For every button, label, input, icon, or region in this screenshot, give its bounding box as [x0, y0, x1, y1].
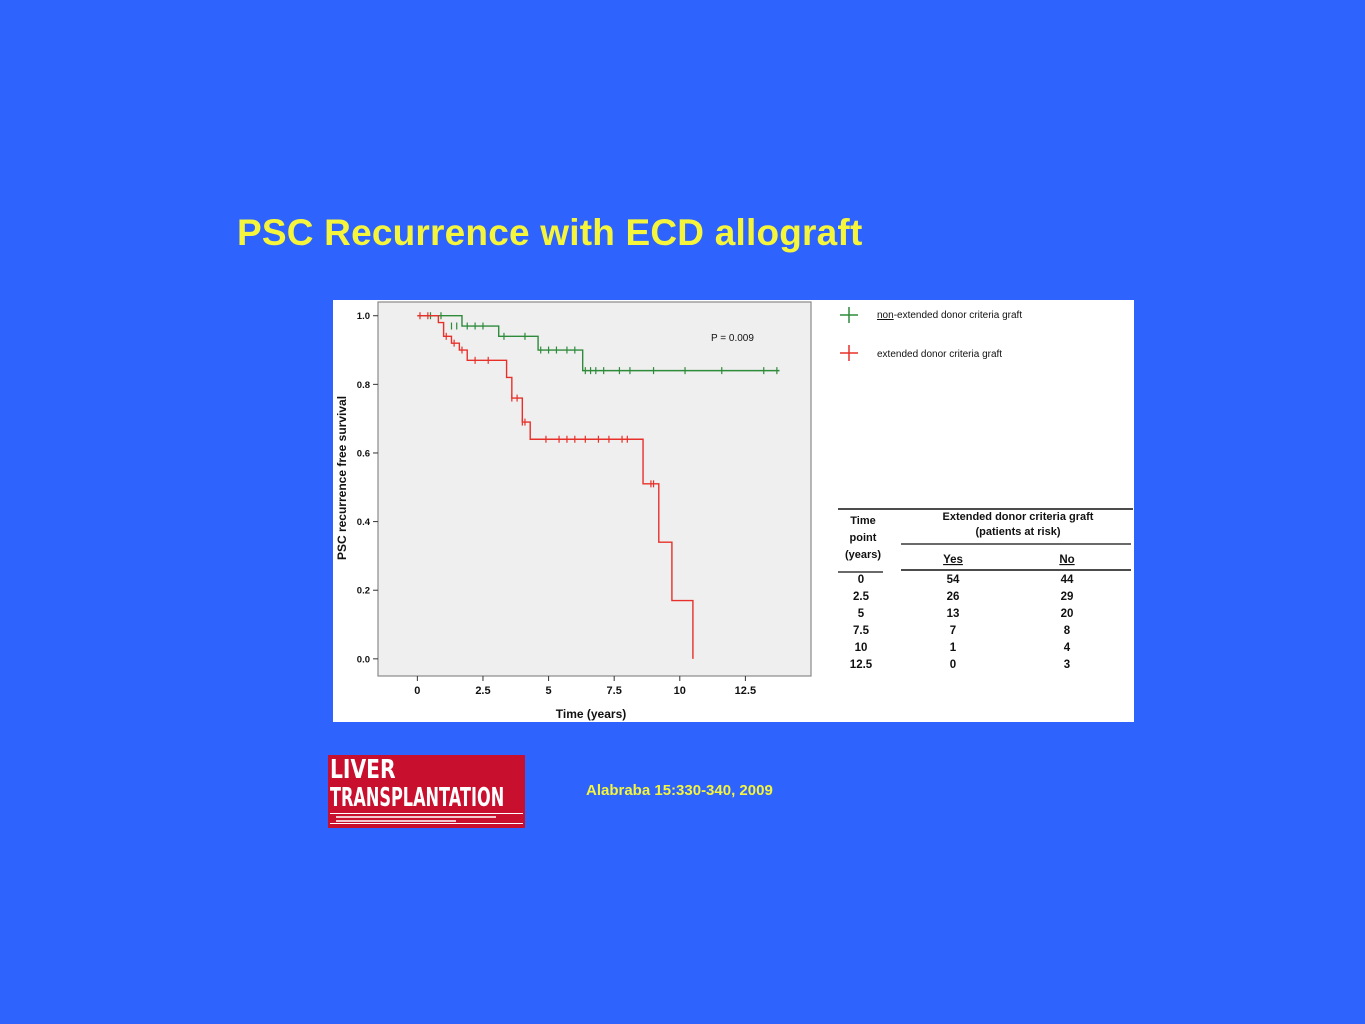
y-tick-label: 0.4	[357, 517, 371, 528]
risk-table-row: 2.5 26 29	[853, 591, 1073, 603]
risk-table-yes-cell: 0	[950, 659, 956, 671]
risk-table-row: 7.5 7 8	[853, 625, 1071, 637]
logo-text-liver: LIVER	[330, 755, 396, 785]
logo-subtitle-line	[336, 816, 496, 818]
risk-table-no-cell: 20	[1061, 608, 1074, 620]
legend-label-extended: extended donor criteria graft	[877, 349, 1002, 360]
risk-table-yes-cell: 1	[950, 642, 957, 654]
y-tick-label: 0.8	[357, 380, 370, 391]
survival-curve-non-extended	[417, 315, 780, 372]
risk-table-no-cell: 3	[1064, 659, 1070, 671]
risk-table-row: 0 54 44	[858, 574, 1074, 586]
risk-table-time-cell: 10	[855, 642, 868, 654]
risk-table-row: 12.5 0 3	[850, 659, 1070, 671]
risk-table-row: 10 1 4	[855, 642, 1071, 654]
risk-table-time-cell: 2.5	[853, 591, 870, 603]
citation: Alabraba 15:330-340, 2009	[586, 782, 773, 799]
y-tick-label: 0.6	[357, 448, 370, 459]
risk-table-yes-cell: 26	[947, 591, 960, 603]
y-axis-label: PSC recurrence free survival	[335, 396, 349, 560]
risk-table-no-header: No	[1059, 554, 1074, 566]
risk-table-time-cell: 0	[858, 574, 864, 586]
logo-divider	[330, 813, 523, 814]
risk-table-time-cell: 5	[858, 608, 865, 620]
kaplan-meier-chart: 0.00.20.40.60.81.00 2.5 5 7.5 10 12.5 P = 0.0…	[335, 301, 1133, 721]
x-tick-label: 12.5	[735, 685, 756, 697]
logo-text-transplantation: TRANSPLANTATION	[330, 783, 505, 813]
x-axis-label: Time (years)	[556, 707, 626, 721]
y-tick-label: 1.0	[357, 311, 370, 322]
risk-table-no-cell: 29	[1061, 591, 1074, 603]
risk-table-yes-cell: 7	[950, 625, 956, 637]
risk-table-yes-cell: 54	[947, 574, 960, 586]
risk-table-row: 5 13 20	[858, 608, 1074, 620]
y-tick-label: 0.0	[357, 654, 370, 665]
risk-table-no-cell: 44	[1061, 574, 1074, 586]
logo-divider	[330, 823, 523, 824]
x-tick-label: 10	[674, 685, 686, 697]
p-value-annotation: P = 0.009	[711, 333, 754, 344]
risk-table-no-cell: 8	[1064, 625, 1071, 637]
journal-logo: LIVER TRANSPLANTATION	[328, 755, 525, 828]
risk-table-yes-cell: 13	[947, 608, 960, 620]
risk-table-group-header: Extended donor criteria graft (patients …	[943, 511, 1094, 538]
risk-table-time-cell: 7.5	[853, 625, 870, 637]
x-tick-label: 0	[414, 685, 420, 697]
x-tick-label: 2.5	[475, 685, 490, 697]
risk-table-no-cell: 4	[1064, 642, 1071, 654]
logo-subtitle-line	[336, 820, 456, 822]
survival-figure: 0.0 0.2 0.4 0.6 0.8 1.0 0 2.5 5 7.5 10 12.5 P = 0.0…	[333, 300, 1134, 722]
slide-title: PSC Recurrence with ECD allograft	[237, 212, 863, 253]
x-tick-label: 5	[546, 685, 552, 697]
x-tick-label: 7.5	[607, 685, 622, 697]
risk-table-time-cell: 12.5	[850, 659, 873, 671]
legend-item-extended: extended donor criteria graft	[840, 345, 1002, 361]
legend-item-non-extended: non-extended donor criteria graft	[840, 307, 1022, 323]
legend-label-non-extended: non-extended donor criteria graft	[877, 310, 1022, 321]
risk-table: Time point (years) Extended donor criter…	[838, 508, 1133, 671]
risk-table-yes-header: Yes	[943, 554, 963, 566]
plot-area	[377, 301, 812, 677]
legend: non-extended donor criteria graft extend…	[840, 307, 1022, 361]
risk-table-time-header: Time point (years)	[845, 515, 881, 561]
y-tick-label: 0.2	[357, 586, 370, 597]
